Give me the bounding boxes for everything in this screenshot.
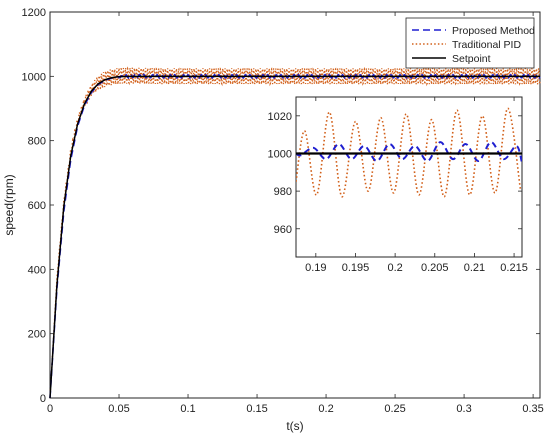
legend-items: Proposed Method Traditional PID Setpoint — [412, 25, 535, 65]
main-x-ticks: 0 0.05 0.1 0.15 0.2 0.25 0.3 0.35 — [47, 12, 544, 415]
main-x-tick-label: 0.3 — [456, 403, 471, 415]
inset-y-tick-label: 980 — [274, 186, 292, 198]
y-axis-label: speed(rpm) — [2, 174, 16, 235]
inset-x-tick-label: 0.215 — [500, 262, 528, 274]
main-y-tick-label: 800 — [28, 136, 46, 148]
inset-series — [296, 107, 522, 198]
inset-x-tick-label: 0.205 — [421, 262, 449, 274]
x-axis-label: t(s) — [286, 419, 303, 433]
inset-x-tick-label: 0.195 — [342, 262, 370, 274]
main-y-tick-label: 400 — [28, 264, 46, 276]
legend: Proposed Method Traditional PID Setpoint — [405, 17, 535, 69]
main-x-tick-label: 0.35 — [522, 403, 543, 415]
main-y-tick-label: 0 — [40, 393, 46, 405]
main-y-tick-label: 1000 — [22, 71, 46, 83]
inset-y-tick-label: 960 — [274, 224, 292, 236]
main-series — [49, 66, 541, 399]
inset-x-tick-label: 0.19 — [305, 262, 326, 274]
main-x-tick-label: 0.25 — [384, 403, 405, 415]
main-x-tick-label: 0.1 — [180, 403, 195, 415]
legend-label-proposed-method: Proposed Method — [452, 25, 535, 37]
inset-plot-frame — [295, 96, 523, 258]
inset-y-tick-label: 1000 — [268, 148, 292, 160]
legend-box — [405, 17, 535, 69]
inset-x-tick-label: 0.21 — [464, 262, 485, 274]
main-y-tick-label: 200 — [28, 329, 46, 341]
main-y-tick-label: 1200 — [22, 7, 46, 19]
main-x-tick-label: 0.05 — [108, 403, 129, 415]
legend-label-traditional-pid: Traditional PID — [452, 39, 521, 51]
inset-x-ticks: 0.19 0.195 0.2 0.205 0.21 0.215 — [305, 97, 528, 274]
series-setpoint — [49, 75, 540, 399]
inset-y-ticks: 960 980 1000 1020 — [268, 111, 522, 236]
inset-plot: 0.19 0.195 0.2 0.205 0.21 0.215 960 980 1000 102… — [268, 96, 528, 274]
inset-x-tick-label: 0.2 — [387, 262, 402, 274]
main-x-tick-label: 0.2 — [318, 403, 333, 415]
inset-y-tick-label: 1020 — [268, 111, 292, 123]
main-y-ticks: 0 200 400 600 800 1000 1200 — [22, 7, 540, 405]
legend-label-setpoint: Setpoint — [452, 53, 491, 65]
series-traditional-pid — [49, 66, 541, 399]
main-x-tick-label: 0.15 — [246, 403, 267, 415]
main-x-tick-label: 0 — [47, 403, 53, 415]
main-y-tick-label: 600 — [28, 200, 46, 212]
